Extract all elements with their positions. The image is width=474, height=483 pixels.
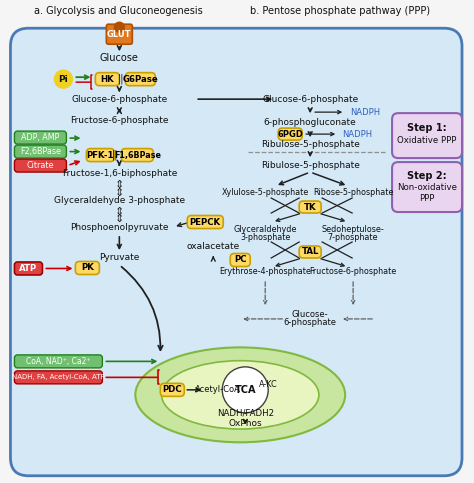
Text: OxPhos: OxPhos — [228, 419, 262, 428]
FancyBboxPatch shape — [278, 128, 302, 140]
Text: NADH/FADH2: NADH/FADH2 — [217, 408, 274, 417]
Text: Pyruvate: Pyruvate — [99, 254, 139, 262]
Text: Non-oxidative: Non-oxidative — [397, 183, 457, 192]
Text: Oxidative PPP: Oxidative PPP — [397, 136, 457, 144]
Text: Ribose-5-phosphate: Ribose-5-phosphate — [313, 187, 393, 197]
FancyBboxPatch shape — [95, 72, 119, 85]
Text: CoA, NAD⁺, Ca2⁺: CoA, NAD⁺, Ca2⁺ — [26, 357, 91, 366]
FancyBboxPatch shape — [187, 215, 223, 228]
Text: F2,6BPase: F2,6BPase — [20, 147, 61, 156]
FancyBboxPatch shape — [125, 72, 155, 85]
FancyBboxPatch shape — [230, 254, 250, 267]
Text: Glucose-6-phosphate: Glucose-6-phosphate — [71, 95, 167, 104]
Text: Glucose-: Glucose- — [292, 311, 328, 319]
Text: PK: PK — [81, 263, 94, 272]
Text: 7-phosphate: 7-phosphate — [328, 232, 378, 242]
Text: Ribulose-5-phosphate: Ribulose-5-phosphate — [261, 140, 360, 149]
Text: b. Pentose phosphate pathway (PPP): b. Pentose phosphate pathway (PPP) — [250, 6, 430, 16]
Text: Fructose-6-phosphate: Fructose-6-phosphate — [70, 115, 169, 125]
FancyBboxPatch shape — [14, 262, 43, 275]
Circle shape — [222, 367, 268, 413]
FancyBboxPatch shape — [392, 162, 462, 212]
Text: Glucose: Glucose — [100, 53, 139, 63]
Text: oxalacetate: oxalacetate — [187, 242, 240, 252]
FancyBboxPatch shape — [14, 131, 66, 144]
FancyBboxPatch shape — [299, 201, 321, 213]
Text: Fructose-1,6-biphosphate: Fructose-1,6-biphosphate — [62, 169, 177, 178]
Text: Xylulose-5-phosphate: Xylulose-5-phosphate — [221, 187, 309, 197]
Text: Glyceraldehyde: Glyceraldehyde — [234, 225, 297, 233]
Text: Step 1:: Step 1: — [407, 123, 447, 133]
Text: PC: PC — [234, 256, 246, 265]
Text: F1,6BPase: F1,6BPase — [114, 151, 161, 159]
Text: ⇕: ⇕ — [115, 180, 124, 190]
Text: 3-phosphate: 3-phosphate — [240, 232, 291, 242]
Text: ||: || — [118, 74, 125, 85]
FancyBboxPatch shape — [75, 261, 100, 274]
FancyBboxPatch shape — [10, 28, 462, 476]
Text: 6PGD: 6PGD — [277, 129, 303, 139]
Text: GLUT: GLUT — [107, 30, 132, 39]
Text: Erythrose-4-phosphate: Erythrose-4-phosphate — [219, 268, 311, 276]
Ellipse shape — [162, 361, 319, 429]
FancyBboxPatch shape — [14, 355, 102, 368]
Text: 6-phosphate: 6-phosphate — [283, 318, 337, 327]
Ellipse shape — [136, 347, 345, 442]
Text: PPP: PPP — [419, 194, 435, 202]
FancyBboxPatch shape — [121, 149, 153, 162]
Text: TCA: TCA — [235, 385, 256, 395]
Text: HK: HK — [100, 75, 114, 84]
Text: TAL: TAL — [301, 247, 319, 256]
Text: 6-phosphogluconate: 6-phosphogluconate — [264, 118, 356, 127]
Text: NADH, FA, Acetyl-CoA, ATP: NADH, FA, Acetyl-CoA, ATP — [12, 374, 105, 381]
FancyBboxPatch shape — [299, 246, 321, 258]
FancyBboxPatch shape — [14, 145, 66, 158]
FancyBboxPatch shape — [392, 113, 462, 158]
FancyBboxPatch shape — [106, 24, 132, 44]
FancyBboxPatch shape — [160, 384, 184, 397]
Circle shape — [55, 70, 73, 88]
Text: ⇕: ⇕ — [115, 188, 124, 198]
Text: Glyceraldehyde 3-phosphate: Glyceraldehyde 3-phosphate — [54, 196, 185, 204]
Text: PEPCK: PEPCK — [190, 217, 221, 227]
FancyBboxPatch shape — [14, 159, 66, 172]
Text: ⇕: ⇕ — [115, 214, 124, 224]
Text: Sedoheptulose-: Sedoheptulose- — [322, 225, 384, 233]
Text: Step 2:: Step 2: — [407, 171, 447, 181]
Text: Pi: Pi — [58, 75, 68, 84]
FancyBboxPatch shape — [14, 371, 102, 384]
Text: a. Glycolysis and Gluconeogenesis: a. Glycolysis and Gluconeogenesis — [34, 6, 203, 16]
Text: PFK-1: PFK-1 — [87, 151, 114, 159]
Text: ADP, AMP: ADP, AMP — [21, 133, 60, 142]
Text: PDC: PDC — [163, 385, 182, 394]
Text: Phosphoenolpyruvate: Phosphoenolpyruvate — [70, 223, 169, 231]
Text: ⇕: ⇕ — [115, 207, 124, 217]
Text: NADPH: NADPH — [350, 108, 380, 116]
FancyBboxPatch shape — [86, 149, 114, 162]
Text: Citrate: Citrate — [27, 161, 54, 170]
Text: ATP: ATP — [19, 264, 37, 273]
Text: G6Pase: G6Pase — [122, 75, 158, 84]
Text: Fructose-6-phosphate: Fructose-6-phosphate — [310, 268, 397, 276]
Text: Ribulose-5-phosphate: Ribulose-5-phosphate — [261, 160, 360, 170]
Text: A-KC: A-KC — [259, 380, 277, 389]
Text: TK: TK — [304, 202, 317, 212]
Text: Acetyl-CoA: Acetyl-CoA — [195, 385, 241, 394]
Circle shape — [114, 22, 124, 32]
Text: Glucose-6-phosphate: Glucose-6-phosphate — [262, 95, 358, 104]
Text: ||: || — [112, 150, 118, 160]
Text: NADPH: NADPH — [342, 129, 372, 139]
